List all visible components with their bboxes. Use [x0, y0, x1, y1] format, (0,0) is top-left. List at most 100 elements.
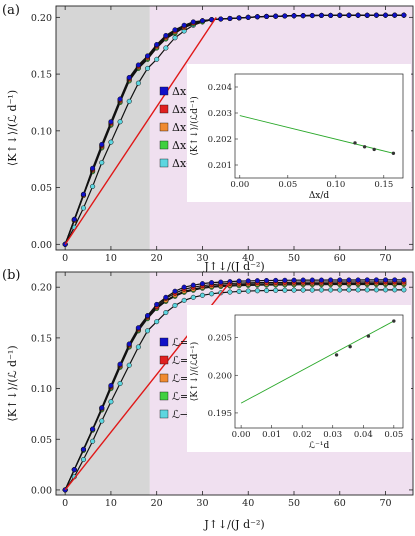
data-point	[318, 12, 325, 18]
legend-swatch	[159, 355, 169, 365]
data-point	[309, 12, 315, 19]
inset-background	[187, 305, 411, 452]
data-point	[300, 277, 306, 283]
inset-x-tick-label: 0.15	[374, 180, 393, 190]
inset-x-tick-label: 0.05	[278, 180, 297, 190]
inset-frame	[234, 314, 404, 429]
data-point	[199, 18, 206, 24]
data-point	[154, 301, 160, 307]
data-point	[337, 287, 343, 293]
data-point	[291, 287, 297, 293]
inset-x-tick-label: 0.03	[323, 430, 342, 440]
data-point	[117, 96, 123, 102]
data-point	[126, 98, 132, 104]
y-tick-label: 0.00	[31, 485, 52, 496]
panel-b: 0 10 20 30 40 50 60 70 0.00 0.05 0.10 0.15 0.20 J↑↓/(…	[2, 268, 414, 531]
data-point	[99, 405, 105, 411]
data-point	[300, 13, 306, 19]
y-tick-label: 0.20	[31, 13, 52, 24]
y-tick-label: 0.10	[31, 384, 52, 395]
x-tick-label: 20	[151, 498, 163, 509]
x-tick-label: 50	[288, 498, 300, 509]
data-point	[318, 287, 325, 293]
data-point	[373, 287, 379, 293]
data-point	[99, 418, 105, 424]
data-point	[90, 426, 96, 432]
y-tick-label: 0.05	[31, 183, 52, 194]
inset-y-tick-label: 0.204	[208, 83, 232, 93]
data-point	[254, 288, 260, 294]
data-point	[144, 313, 151, 319]
data-point	[108, 399, 114, 405]
data-point	[245, 14, 251, 20]
gray-region	[56, 6, 150, 250]
inset-data-point	[392, 319, 396, 323]
data-point	[80, 191, 87, 197]
data-point	[181, 284, 187, 290]
x-tick-label: 0	[62, 498, 68, 509]
data-point	[236, 15, 242, 21]
inset-data-point	[353, 141, 357, 145]
inset-x-tick-label: 0.01	[262, 430, 281, 440]
inset-y-tick-label: 0.205	[208, 334, 232, 344]
data-point	[373, 277, 379, 283]
data-point	[163, 309, 169, 316]
y-tick-label: 0.15	[31, 70, 52, 81]
data-point	[154, 56, 160, 62]
data-point	[199, 292, 206, 298]
data-point	[401, 12, 407, 18]
inset-x-axis-label: ℒ⁻¹d	[309, 441, 330, 451]
x-axis-label: J↑↓/(J d⁻²)	[203, 260, 264, 273]
x-tick-label: 40	[242, 498, 254, 509]
data-point	[254, 14, 260, 20]
x-tick-label: 0	[62, 253, 68, 264]
data-point	[355, 12, 361, 18]
data-point	[154, 319, 160, 325]
data-point	[90, 183, 96, 189]
inset-x-tick-label: 0.00	[230, 180, 249, 190]
data-point	[291, 13, 297, 19]
data-point	[355, 287, 361, 293]
data-point	[172, 27, 178, 33]
y-tick-label: 0.05	[31, 435, 52, 446]
inset-y-tick-label: 0.202	[208, 135, 232, 145]
inset-data-point	[372, 147, 376, 152]
data-point	[401, 277, 407, 283]
legend-swatch	[159, 337, 169, 347]
inset-fit-line	[239, 115, 394, 154]
data-point	[117, 119, 123, 125]
data-point	[163, 32, 169, 39]
data-point	[346, 12, 352, 18]
y-tick-label: 0.20	[31, 283, 52, 294]
data-point	[108, 119, 114, 125]
data-point	[236, 288, 242, 295]
data-point	[291, 277, 297, 283]
legend-swatch	[159, 391, 169, 401]
data-point	[190, 19, 196, 25]
inset-y-axis-label: ⟨K↑↓⟩/(ℒd⁻¹)	[189, 342, 200, 401]
data-point	[172, 302, 178, 309]
data-point	[144, 53, 151, 59]
data-point	[382, 12, 389, 18]
data-point	[190, 294, 196, 300]
data-point	[135, 62, 141, 68]
data-point	[346, 277, 352, 283]
data-point	[254, 278, 260, 284]
inset-x-tick-label: 0.10	[326, 180, 345, 190]
data-point	[382, 277, 389, 283]
data-point	[273, 287, 279, 293]
data-point	[80, 446, 87, 452]
inset-y-tick-label: 0.195	[208, 409, 232, 419]
data-point	[126, 362, 132, 368]
data-point	[135, 325, 141, 331]
data-point	[172, 35, 178, 41]
gray-region	[56, 272, 150, 495]
data-point	[373, 12, 379, 18]
data-point	[172, 288, 178, 294]
data-point	[135, 80, 141, 86]
data-point	[90, 165, 96, 171]
data-point	[337, 12, 343, 18]
inset-data-point	[362, 145, 367, 149]
inset-background	[187, 64, 411, 202]
data-point	[392, 287, 398, 293]
